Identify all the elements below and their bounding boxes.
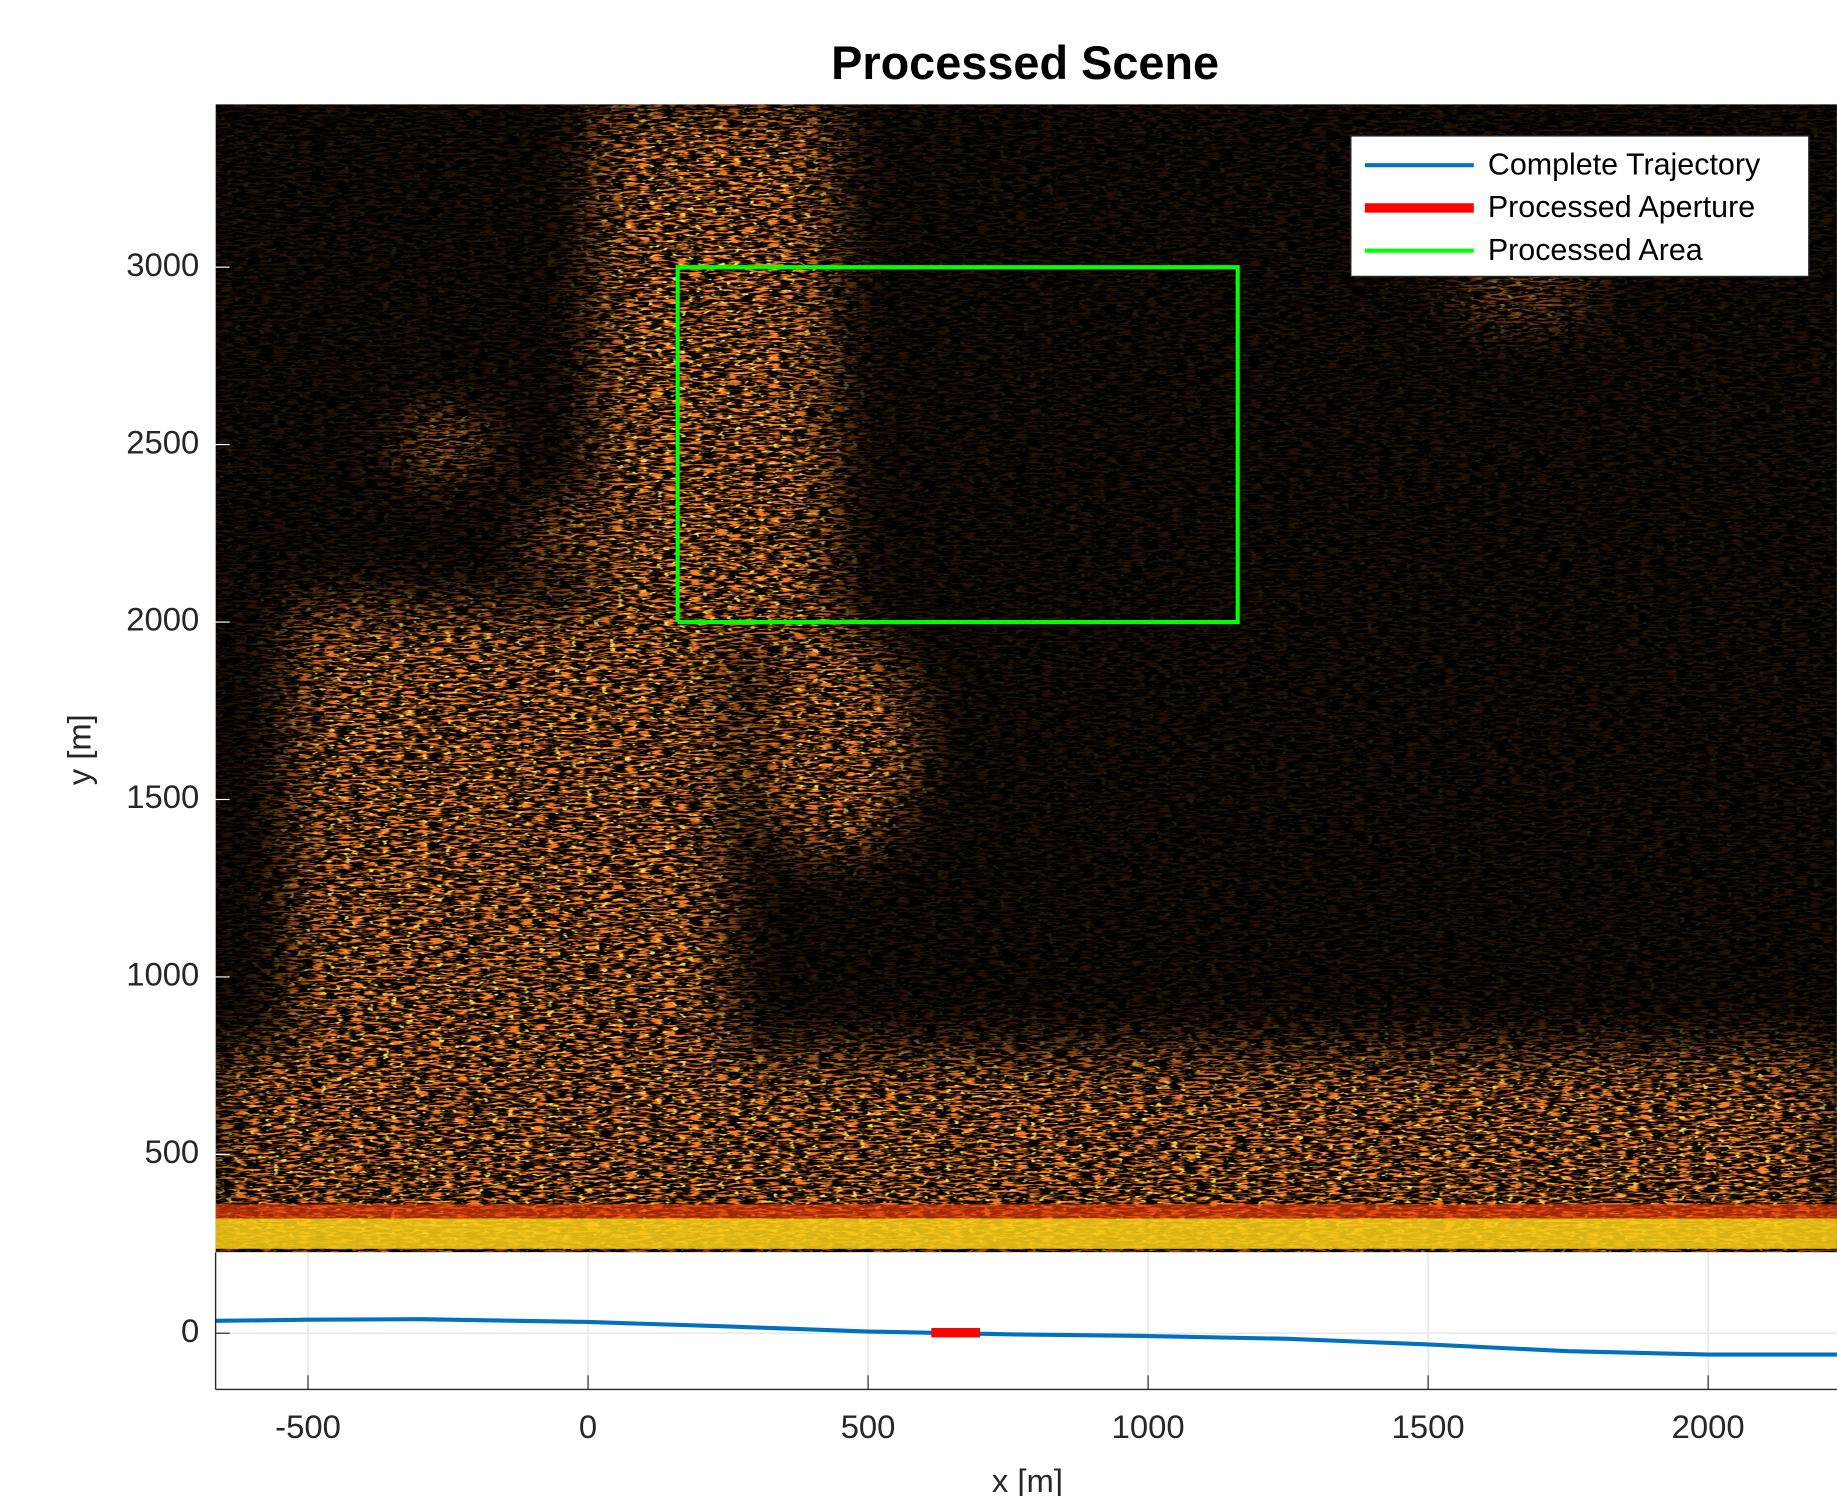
x-tick-label: 500 <box>841 1408 896 1445</box>
y-tick-label: 0 <box>181 1312 199 1349</box>
legend-label: Processed Aperture <box>1488 190 1755 224</box>
y-tick-label: 2000 <box>126 601 199 638</box>
x-tick-label: 1500 <box>1392 1408 1465 1445</box>
chart-title: Processed Scene <box>831 37 1219 89</box>
page: {"chart_data":[ {"type":"image","title":… <box>0 0 1837 1496</box>
x-tick-label: -500 <box>275 1408 341 1445</box>
y-tick-label: 1500 <box>126 778 199 815</box>
x-tick-label: 0 <box>579 1408 597 1445</box>
y-tick-label: 1000 <box>126 956 199 993</box>
legend: Complete Trajectory Processed Aperture Pro… <box>1351 136 1809 277</box>
y-axis-label: y [m] <box>61 714 98 785</box>
x-tick-label: 2000 <box>1672 1408 1745 1445</box>
y-tick-label: 3000 <box>126 246 199 283</box>
x-tick-label: 1000 <box>1112 1408 1185 1445</box>
y-tick-label: 500 <box>144 1133 199 1170</box>
legend-label: Processed Area <box>1488 233 1703 267</box>
figure: Processed Scene y [m] x [m] 500 1000 1500 2… <box>0 0 1837 1496</box>
legend-label: Complete Trajectory <box>1488 147 1761 181</box>
x-axis-label: x [m] <box>992 1462 1063 1496</box>
y-tick-label: 2500 <box>126 423 199 460</box>
